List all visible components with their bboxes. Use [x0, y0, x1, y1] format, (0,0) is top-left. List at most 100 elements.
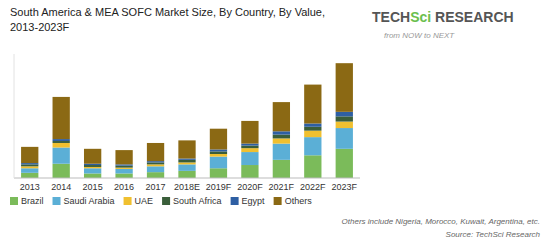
bar-segment	[115, 169, 132, 174]
bar-segment	[241, 121, 258, 144]
logo-part: Sci	[410, 9, 431, 25]
bar-segment	[84, 173, 101, 178]
bar-segment	[336, 112, 353, 117]
bar-segment	[210, 151, 227, 154]
legend-item: Egypt	[231, 196, 266, 206]
bar-segment	[273, 102, 290, 131]
bar-segment	[210, 154, 227, 157]
bar-segment	[84, 168, 101, 173]
bar-segment	[210, 157, 227, 169]
x-tick-label: 2014	[51, 182, 71, 192]
title: South America & MEA SOFC Market Size, By…	[10, 6, 325, 18]
bar-segment	[147, 172, 164, 178]
chart: South America & MEA SOFC Market Size, By…	[0, 0, 547, 244]
bar-segment	[53, 141, 70, 143]
legend-swatch	[124, 197, 132, 205]
bar-segment	[53, 148, 70, 164]
bar-segment	[241, 165, 258, 178]
x-tick-label: 2018E	[174, 182, 200, 192]
bar-segment	[147, 161, 164, 162]
bar-segment	[115, 166, 132, 168]
legend-label: Brazil	[21, 196, 44, 206]
legend-label: Saudi Arabia	[64, 196, 115, 206]
legend-swatch	[274, 197, 282, 205]
x-tick-label: 2015	[83, 182, 103, 192]
bar-segment	[147, 166, 164, 172]
legend-item: South Africa	[162, 196, 222, 206]
bar-segment	[210, 149, 227, 151]
legend-swatch	[10, 197, 18, 205]
bar-segment	[84, 164, 101, 165]
bar-segment	[21, 164, 38, 166]
bar-segment	[115, 150, 132, 164]
legend-swatch	[231, 197, 239, 205]
bar-segment	[178, 159, 195, 160]
x-tick-label: 2022F	[300, 182, 326, 192]
legend-label: South Africa	[173, 196, 222, 206]
legend-item: Others	[274, 196, 313, 206]
logo: TECHSci RESEARCH	[372, 9, 514, 25]
x-tick-label: 2016	[114, 182, 134, 192]
bar-segment	[273, 135, 290, 139]
footnote: Others include Nigeria, Morocco, Kuwait,…	[342, 217, 540, 226]
bar-segment	[178, 160, 195, 163]
bar-segment	[147, 162, 164, 164]
x-tick-label: 2020F	[237, 182, 263, 192]
logo-part: TECH	[372, 9, 410, 25]
legend-item: Saudi Arabia	[53, 196, 115, 206]
y-axis-line	[14, 54, 15, 178]
x-tick-label: 2023F	[332, 182, 358, 192]
legend-swatch	[162, 197, 170, 205]
bar-segment	[53, 139, 70, 141]
logo-tagline: from NOW to NEXT	[384, 31, 455, 40]
bar-segment	[241, 152, 258, 165]
x-tick-label: 2021F	[269, 182, 295, 192]
bar-segment	[304, 124, 321, 127]
x-tick-label: 2019F	[206, 182, 232, 192]
bar-segment	[304, 137, 321, 155]
bar-segment	[115, 168, 132, 169]
bar-segment	[241, 144, 258, 146]
bar-segment	[336, 122, 353, 128]
bar-segment	[241, 148, 258, 152]
bar-segment	[336, 128, 353, 149]
bar-segment	[273, 144, 290, 160]
bar-segment	[53, 143, 70, 148]
footnote: Source: TechSci Research	[446, 230, 541, 239]
bar-segment	[84, 149, 101, 164]
bar-segment	[53, 97, 70, 139]
bar-segment	[147, 164, 164, 166]
bar-segment	[21, 173, 38, 178]
legend-item: Brazil	[10, 196, 44, 206]
x-tick-label: 2017	[146, 182, 166, 192]
bar-segment	[147, 143, 164, 161]
bar-segment	[178, 164, 195, 170]
bar-segment	[273, 131, 290, 134]
bar-segment	[115, 164, 132, 165]
bar-segment	[304, 127, 321, 131]
legend-swatch	[53, 197, 61, 205]
bar-segment	[304, 131, 321, 137]
bar-segment	[304, 85, 321, 124]
x-tick-label: 2013	[20, 182, 40, 192]
bar-segment	[21, 166, 38, 168]
legend-label: UAE	[135, 196, 154, 206]
bar-segment	[210, 168, 227, 178]
bar-segment	[84, 165, 101, 167]
bar-segment	[178, 162, 195, 164]
legend-label: Others	[285, 196, 313, 206]
bar-segment	[53, 164, 70, 178]
bar-segment	[178, 171, 195, 178]
bar-segment	[336, 116, 353, 121]
bar-segment	[115, 173, 132, 178]
bar-segment	[21, 147, 38, 163]
bar-segment	[241, 146, 258, 149]
logo-part: RESEARCH	[431, 9, 513, 25]
legend-item: UAE	[124, 196, 154, 206]
bar-segment	[21, 163, 38, 164]
bar-segment	[210, 129, 227, 150]
bar-segment	[178, 140, 195, 158]
bar-segment	[84, 167, 101, 168]
bar-segment	[273, 138, 290, 143]
bar-segment	[304, 155, 321, 178]
